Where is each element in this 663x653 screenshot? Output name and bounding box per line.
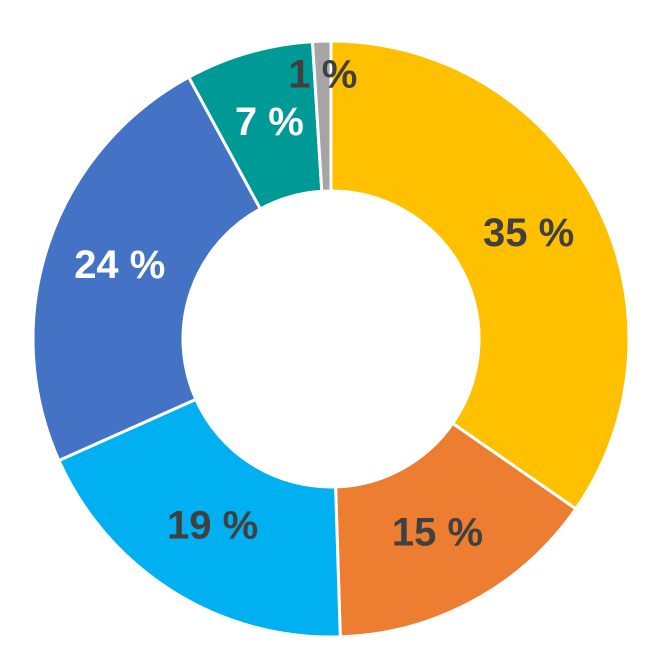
- data-label: 1 %: [288, 53, 357, 97]
- donut-slice: [56, 397, 342, 639]
- data-label: 24 %: [74, 243, 165, 287]
- donut-slice: [310, 39, 333, 193]
- data-label: 35 %: [483, 211, 574, 255]
- data-label: 7 %: [235, 100, 304, 144]
- donut-slice: [329, 39, 631, 511]
- donut-slice: [31, 75, 263, 463]
- data-label: 19 %: [167, 504, 258, 548]
- data-label: 15 %: [392, 511, 483, 555]
- donut-slice: [334, 421, 578, 639]
